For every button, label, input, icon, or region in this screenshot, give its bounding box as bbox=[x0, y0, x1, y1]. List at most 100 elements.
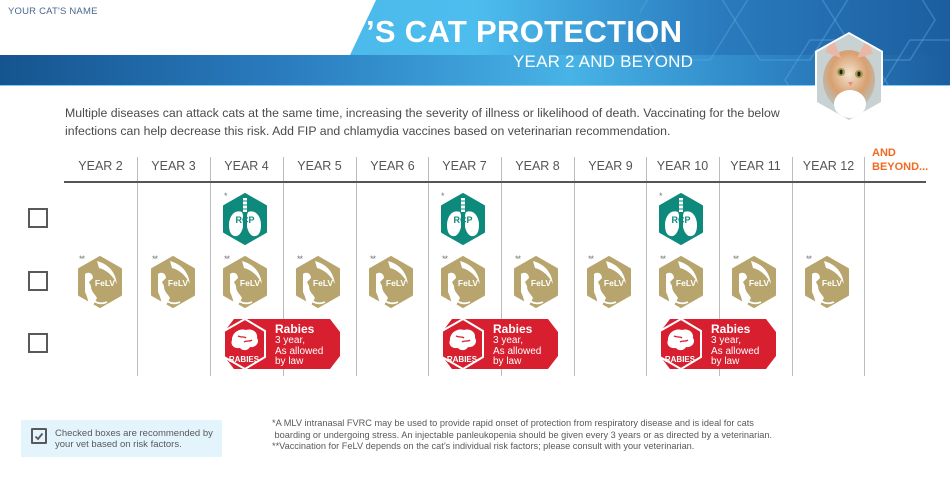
rabies-badge: RABIES Rabies 3 year, As allowed by law bbox=[222, 318, 340, 370]
rcp-lungs-icon: RCP bbox=[441, 193, 485, 245]
rabies-title: Rabies bbox=[711, 322, 751, 336]
svg-text:FeLV: FeLV bbox=[240, 278, 260, 288]
column-year-4: YEAR 4 bbox=[210, 150, 283, 376]
felv-badge: FeLV bbox=[295, 256, 341, 308]
felv-badge: FeLV bbox=[222, 256, 268, 308]
svg-text:FeLV: FeLV bbox=[386, 278, 406, 288]
felv-row-checkbox[interactable] bbox=[28, 271, 48, 291]
felv-badge: FeLV bbox=[513, 256, 559, 308]
column-and-beyond: AND BEYOND... bbox=[864, 147, 937, 376]
column-year-9: YEAR 9 bbox=[574, 150, 647, 376]
svg-text:FeLV: FeLV bbox=[822, 278, 842, 288]
banner-divider bbox=[0, 85, 950, 86]
column-header: YEAR 11 bbox=[730, 158, 781, 173]
felv-footnote-marker: ** bbox=[224, 254, 230, 264]
rabies-brain-icon: RABIES bbox=[659, 318, 776, 370]
rabies-text: Rabies 3 year, As allowed by law bbox=[493, 318, 541, 368]
cat-photo bbox=[815, 32, 883, 122]
felv-cat-icon: FeLV bbox=[296, 256, 340, 308]
column-divider bbox=[719, 157, 720, 376]
column-header: YEAR 4 bbox=[224, 158, 269, 173]
felv-badge: FeLV bbox=[77, 256, 123, 308]
felv-badge: FeLV bbox=[440, 256, 486, 308]
felv-cat-icon: FeLV bbox=[732, 256, 776, 308]
felv-footnote-marker: ** bbox=[588, 254, 594, 264]
rabies-title: Rabies bbox=[493, 322, 533, 336]
felv-cat-icon: FeLV bbox=[369, 256, 413, 308]
column-year-5: YEAR 5 bbox=[283, 150, 356, 376]
rabies-frequency: 3 year, bbox=[711, 335, 742, 346]
svg-text:RABIES: RABIES bbox=[229, 355, 260, 364]
svg-text:FeLV: FeLV bbox=[95, 278, 115, 288]
column-year-8: YEAR 8 bbox=[501, 150, 574, 376]
svg-text:FeLV: FeLV bbox=[531, 278, 551, 288]
rabies-note-cont: by law bbox=[275, 356, 304, 367]
felv-badge: FeLV bbox=[150, 256, 196, 308]
cat-name-field-label[interactable]: YOUR CAT'S NAME bbox=[8, 6, 98, 17]
legend-text: Checked boxes are recommended by your ve… bbox=[55, 428, 213, 450]
rabies-text: Rabies 3 year, As allowed by law bbox=[711, 318, 759, 368]
felv-footnote-marker: ** bbox=[515, 254, 521, 264]
footnotes: *A MLV intranasal FVRC may be used to pr… bbox=[272, 418, 832, 453]
rcp-footnote-marker: * bbox=[224, 191, 227, 201]
column-header: YEAR 3 bbox=[151, 158, 196, 173]
column-divider bbox=[137, 157, 138, 376]
page-subtitle: YEAR 2 AND BEYOND bbox=[513, 52, 694, 71]
felv-footnote-marker: ** bbox=[79, 254, 85, 264]
intro-paragraph: Multiple diseases can attack cats at the… bbox=[65, 106, 780, 138]
felv-cat-icon: FeLV bbox=[223, 256, 267, 308]
legend-box: Checked boxes are recommended by your ve… bbox=[21, 420, 222, 457]
svg-text:RCP: RCP bbox=[235, 215, 254, 225]
felv-badge: FeLV bbox=[368, 256, 414, 308]
column-header-beyond: AND BEYOND... bbox=[864, 144, 937, 175]
rabies-note: As allowed bbox=[493, 345, 542, 357]
rabies-badge: RABIES Rabies 3 year, As allowed by law bbox=[440, 318, 558, 370]
checked-checkbox-icon bbox=[31, 428, 47, 444]
rabies-note: As allowed bbox=[275, 345, 324, 357]
rcp-lungs-icon: RCP bbox=[223, 193, 267, 245]
svg-text:RABIES: RABIES bbox=[665, 355, 696, 364]
felv-badge: FeLV bbox=[586, 256, 632, 308]
felv-footnote-marker: ** bbox=[152, 254, 158, 264]
column-divider bbox=[646, 157, 647, 376]
footnote-felv: **Vaccination for FeLV depends on the ca… bbox=[272, 441, 695, 452]
column-divider bbox=[210, 157, 211, 376]
rabies-row-checkbox[interactable] bbox=[28, 333, 48, 353]
felv-cat-icon: FeLV bbox=[659, 256, 703, 308]
felv-badge: FeLV bbox=[658, 256, 704, 308]
felv-badge: FeLV bbox=[731, 256, 777, 308]
svg-text:RABIES: RABIES bbox=[447, 355, 478, 364]
felv-footnote-marker: ** bbox=[806, 254, 812, 264]
felv-cat-icon: FeLV bbox=[151, 256, 195, 308]
rabies-brain-icon: RABIES bbox=[441, 318, 558, 370]
column-header: YEAR 5 bbox=[297, 158, 342, 173]
rabies-note-cont: by law bbox=[493, 356, 522, 367]
column-year-7: YEAR 7 bbox=[428, 150, 501, 376]
svg-text:FeLV: FeLV bbox=[604, 278, 624, 288]
column-header: YEAR 8 bbox=[515, 158, 560, 173]
column-divider bbox=[501, 157, 502, 376]
felv-cat-icon: FeLV bbox=[514, 256, 558, 308]
felv-footnote-marker: ** bbox=[370, 254, 376, 264]
column-year-6: YEAR 6 bbox=[356, 150, 429, 376]
felv-cat-icon: FeLV bbox=[805, 256, 849, 308]
beyond-line-2: BEYOND... bbox=[872, 160, 929, 173]
column-header: YEAR 6 bbox=[370, 158, 415, 173]
felv-footnote-marker: ** bbox=[297, 254, 303, 264]
column-divider bbox=[283, 157, 284, 376]
rcp-lungs-icon: RCP bbox=[659, 193, 703, 245]
header-banner bbox=[0, 0, 950, 86]
rabies-badge: RABIES Rabies 3 year, As allowed by law bbox=[658, 318, 776, 370]
svg-text:FeLV: FeLV bbox=[313, 278, 333, 288]
rcp-row-checkbox[interactable] bbox=[28, 208, 48, 228]
rabies-text: Rabies 3 year, As allowed by law bbox=[275, 318, 323, 368]
column-year-11: YEAR 11 bbox=[719, 150, 792, 376]
vaccination-schedule-grid: YEAR 2 YEAR 3 YEAR 4 YEAR 5 YEAR 6 YEAR … bbox=[64, 147, 928, 376]
rabies-brain-icon: RABIES bbox=[223, 318, 340, 370]
column-header: YEAR 10 bbox=[656, 158, 709, 173]
column-year-2: YEAR 2 bbox=[64, 150, 137, 376]
column-divider bbox=[428, 157, 429, 376]
rcp-footnote-marker: * bbox=[659, 191, 662, 201]
column-year-12: YEAR 12 bbox=[792, 150, 865, 376]
felv-badge: FeLV bbox=[804, 256, 850, 308]
